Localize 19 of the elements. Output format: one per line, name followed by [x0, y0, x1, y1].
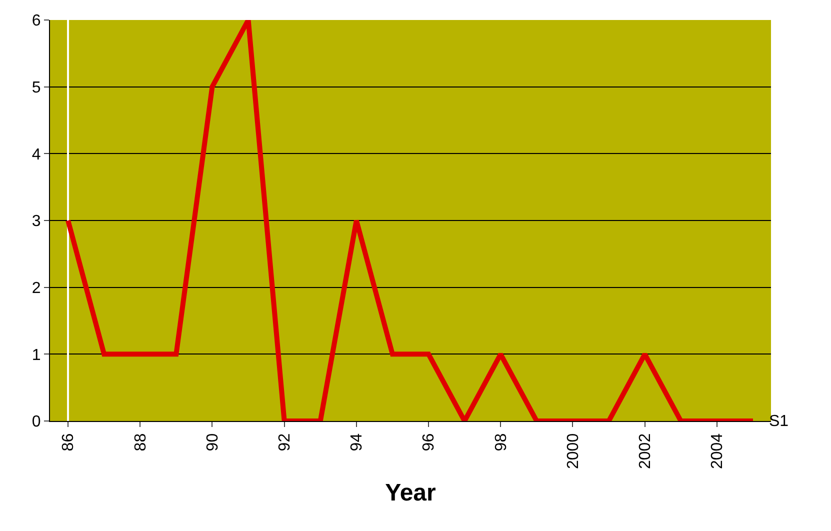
x-tick-label: 88 [132, 433, 150, 452]
x-tick-label: 2000 [564, 433, 582, 469]
x-tick-label: 96 [420, 433, 438, 452]
y-tick-label: 6 [32, 12, 41, 30]
y-tick-label: 5 [32, 79, 41, 96]
y-tick-label: 2 [32, 280, 41, 297]
x-tick-label: 90 [204, 433, 222, 452]
x-tick-label: 2004 [709, 433, 726, 469]
y-tick-label: 4 [32, 146, 41, 164]
y-tick-label: 0 [32, 414, 41, 431]
y-tick-label: 3 [32, 213, 41, 230]
x-axis-title: Year [385, 479, 436, 506]
x-tick-label: 92 [276, 433, 294, 452]
series-label: S1 [769, 413, 789, 430]
y-tick-label: 1 [32, 346, 41, 364]
x-tick-label: 2002 [637, 433, 654, 469]
x-tick-label: 94 [348, 433, 366, 452]
x-tick-label: 86 [60, 433, 78, 452]
x-tick-label: 98 [492, 433, 510, 452]
